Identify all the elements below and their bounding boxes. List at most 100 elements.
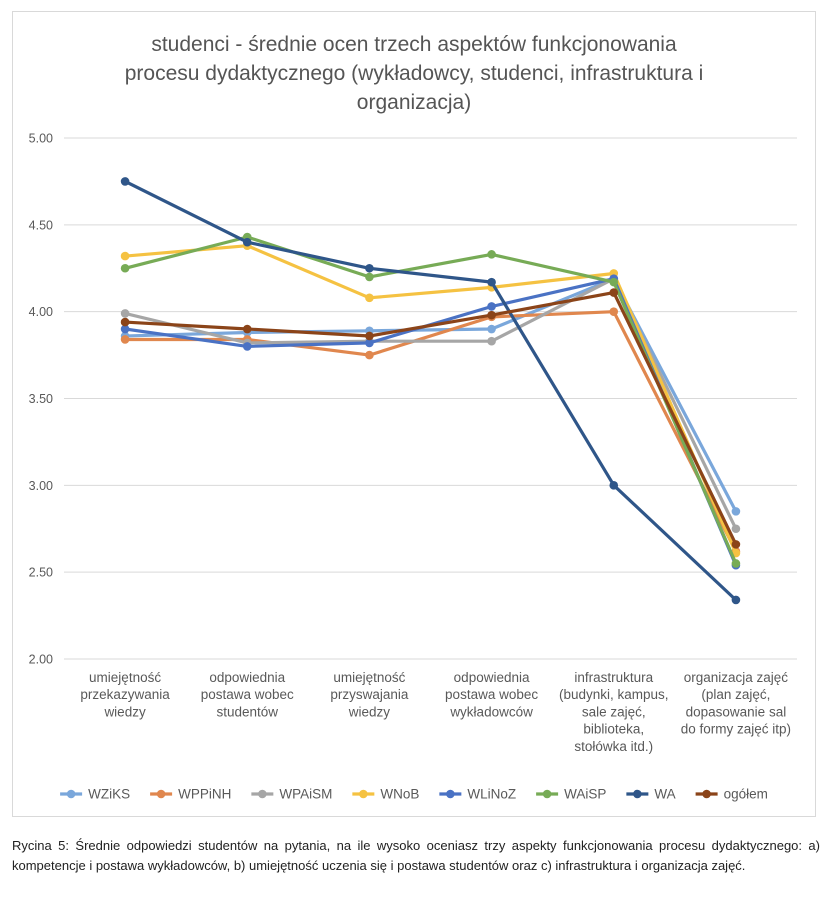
data-point bbox=[242, 324, 252, 334]
series-WZiKS bbox=[120, 274, 741, 516]
data-point bbox=[731, 559, 741, 568]
x-category-line: do formy zajęć itp) bbox=[681, 722, 791, 737]
data-point bbox=[487, 250, 496, 259]
title-line: studenci - średnie ocen trzech aspektów … bbox=[151, 33, 677, 56]
legend-label: WA bbox=[654, 787, 675, 802]
data-point bbox=[609, 277, 619, 287]
legend-swatch-marker bbox=[359, 789, 368, 799]
x-category-line: (budynki, kampus, bbox=[559, 687, 669, 702]
y-tick-label: 2.50 bbox=[29, 566, 53, 580]
legend-swatch-marker bbox=[66, 789, 76, 799]
legend-item-ogółem: ogółem bbox=[695, 787, 768, 802]
data-point bbox=[365, 338, 374, 348]
data-point bbox=[120, 177, 130, 186]
x-category-line: (plan zajęć, bbox=[701, 687, 770, 702]
legend-swatch-marker bbox=[156, 789, 166, 799]
x-category-label: umiejętność przyswajania wiedzy bbox=[330, 670, 409, 719]
legend-label: WAiSP bbox=[564, 787, 606, 802]
y-tick-label: 2.00 bbox=[29, 653, 53, 667]
x-category-line: umiejętność bbox=[89, 670, 161, 685]
data-point bbox=[609, 481, 619, 490]
x-category-line: wiedzy bbox=[103, 704, 146, 719]
x-category-line: stołówka itd.) bbox=[574, 739, 653, 754]
x-category-line: postawa wobec bbox=[201, 687, 294, 702]
legend-swatch-marker bbox=[542, 789, 552, 799]
series-line bbox=[123, 277, 738, 531]
x-category-label: infrastruktura (budynki, kampus, sale zaję… bbox=[559, 670, 669, 754]
data-point bbox=[120, 317, 130, 327]
x-category-label: odpowiednia postawa wobec wykładowców bbox=[445, 670, 538, 719]
x-category-line: sale zajęć, bbox=[582, 704, 646, 719]
series-line bbox=[123, 277, 738, 513]
data-point bbox=[731, 595, 741, 605]
data-point bbox=[120, 324, 130, 334]
data-point bbox=[242, 342, 252, 351]
legend: WZiKS WPPiNH WPAiSM WNoB WLiNoZ WAiSP WA ogółem bbox=[60, 787, 768, 802]
data-point bbox=[120, 335, 130, 344]
x-category-line: wykładowców bbox=[449, 704, 533, 719]
x-axis-categories: umiejętność przekazywania wiedzy odpowiedni… bbox=[80, 670, 791, 754]
series-line bbox=[123, 277, 738, 567]
legend-label: ogółem bbox=[724, 787, 768, 802]
legend-item-WAiSP: WAiSP bbox=[536, 787, 606, 802]
series-WLiNoZ bbox=[120, 274, 741, 570]
series-WPAiSM bbox=[120, 274, 741, 534]
data-point bbox=[487, 302, 496, 311]
figure-caption: Rycina 5: Średnie odpowiedzi studentów n… bbox=[12, 838, 820, 873]
series-line bbox=[123, 235, 738, 566]
x-category-label: umiejętność przekazywania wiedzy bbox=[80, 670, 170, 719]
series-line bbox=[123, 179, 738, 602]
data-point bbox=[731, 507, 741, 516]
data-point bbox=[120, 309, 130, 318]
series-lines bbox=[120, 177, 741, 605]
data-point bbox=[487, 336, 496, 346]
y-tick-label: 5.00 bbox=[29, 132, 53, 146]
y-tick-label: 3.50 bbox=[29, 392, 53, 406]
data-point bbox=[365, 272, 374, 282]
x-category-line: infrastruktura bbox=[574, 670, 653, 685]
x-category-line: organizacja zajęć bbox=[684, 670, 789, 685]
legend-swatch-marker bbox=[258, 789, 267, 799]
legend-item-WPPiNH: WPPiNH bbox=[150, 787, 231, 802]
x-category-line: dopasowanie sal bbox=[686, 704, 787, 719]
x-category-line: przyswajania bbox=[330, 687, 409, 702]
x-category-line: postawa wobec bbox=[445, 687, 538, 702]
series-line bbox=[123, 291, 738, 547]
y-tick-label: 3.00 bbox=[29, 479, 53, 493]
series-line bbox=[123, 244, 738, 555]
data-point bbox=[731, 540, 741, 549]
legend-item-WZiKS: WZiKS bbox=[60, 787, 130, 802]
data-point bbox=[487, 277, 496, 287]
legend-item-WNoB: WNoB bbox=[352, 787, 419, 802]
data-point bbox=[365, 331, 374, 341]
chart-frame: studenci - średnie ocen trzech aspektów … bbox=[12, 11, 816, 817]
legend-label: WZiKS bbox=[88, 787, 130, 802]
legend-label: WLiNoZ bbox=[467, 787, 516, 802]
legend-item-WA: WA bbox=[626, 787, 676, 802]
x-category-line: odpowiednia bbox=[454, 670, 530, 685]
data-point bbox=[365, 350, 374, 360]
title-line: procesu dydaktycznego (wykładowcy, stude… bbox=[125, 62, 704, 85]
legend-label: WPAiSM bbox=[279, 787, 332, 802]
data-point bbox=[609, 307, 619, 316]
y-axis-ticks: 2.00 2.50 3.00 3.50 4.00 4.50 5.00 bbox=[29, 132, 53, 667]
x-category-line: biblioteka, bbox=[583, 722, 644, 737]
legend-swatch-marker bbox=[446, 789, 455, 799]
data-point bbox=[242, 237, 252, 247]
x-category-line: studentów bbox=[216, 704, 278, 719]
data-point bbox=[365, 293, 374, 303]
series-ogółem bbox=[120, 288, 741, 549]
line-chart: studenci - średnie ocen trzech aspektów … bbox=[29, 33, 797, 802]
legend-item-WLiNoZ: WLiNoZ bbox=[439, 787, 516, 802]
data-point bbox=[487, 324, 496, 334]
data-point bbox=[609, 288, 619, 297]
data-point bbox=[120, 251, 130, 261]
series-WNoB bbox=[120, 241, 741, 558]
x-category-line: przekazywania bbox=[80, 687, 170, 702]
x-category-line: odpowiednia bbox=[209, 670, 285, 685]
gridlines bbox=[64, 137, 797, 660]
data-point bbox=[365, 263, 374, 273]
data-point bbox=[731, 524, 741, 534]
data-point bbox=[487, 310, 496, 320]
series-WA bbox=[120, 177, 741, 605]
